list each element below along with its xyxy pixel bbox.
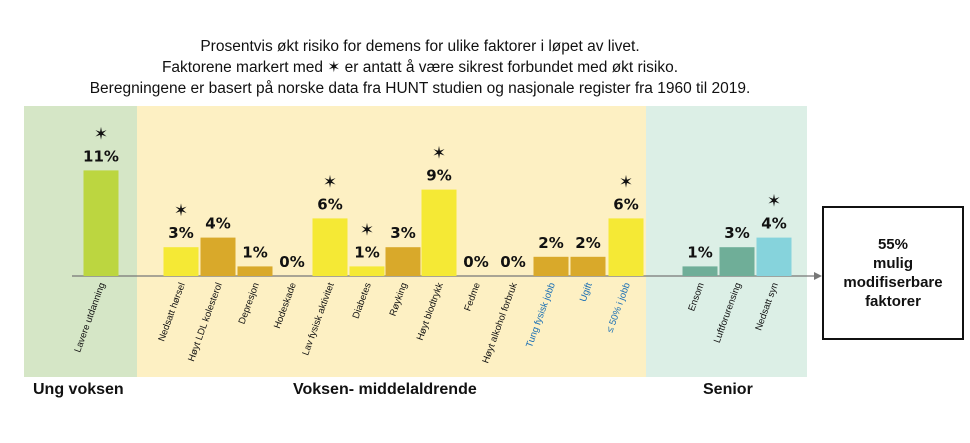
bar [200, 237, 236, 276]
bar [349, 266, 385, 276]
data-label: 4% [761, 215, 786, 233]
title-line: Faktorene markert med ✶ er antatt å være… [161, 59, 679, 76]
data-label: 3% [168, 224, 193, 242]
data-label: 1% [354, 243, 379, 261]
result-box: 55% mulig modifiserbare faktorer [822, 206, 964, 340]
data-label: 2% [538, 234, 563, 252]
bar [682, 266, 718, 276]
x-axis-arrow [814, 272, 822, 280]
group-label-voksen: Voksen- middelaldrende [293, 381, 477, 398]
bar [163, 247, 199, 276]
bar [83, 170, 119, 276]
data-label: 0% [463, 253, 488, 271]
chart-title: Prosentvis økt risiko for demens for uli… [0, 36, 840, 99]
data-label: 9% [426, 167, 451, 185]
star-icon: ✶ [94, 124, 108, 144]
data-label: 3% [390, 224, 415, 242]
data-label: 0% [279, 253, 304, 271]
bar [719, 247, 755, 276]
bar [312, 218, 348, 276]
data-label: 2% [575, 234, 600, 252]
star-icon: ✶ [360, 220, 374, 240]
group-label-senior: Senior [703, 381, 753, 398]
data-label: 11% [83, 147, 119, 165]
data-label: 1% [242, 243, 267, 261]
title-line: Beregningene er basert på norske data fr… [89, 80, 751, 97]
star-icon: ✶ [619, 172, 633, 192]
bar [756, 237, 792, 276]
bar [570, 256, 606, 276]
result-text: 55% mulig modifiserbare faktorer [843, 236, 943, 310]
bar [421, 189, 457, 276]
bar [533, 256, 569, 276]
star-icon: ✶ [174, 201, 188, 221]
star-icon: ✶ [432, 144, 446, 164]
group-label-ung-voksen: Ung voksen [33, 381, 124, 398]
data-label: 3% [724, 224, 749, 242]
bar [608, 218, 644, 276]
star-icon: ✶ [767, 192, 781, 212]
bar [385, 247, 421, 276]
data-label: 6% [317, 195, 342, 213]
star-icon: ✶ [323, 172, 337, 192]
data-label: 4% [205, 215, 230, 233]
title-line: Prosentvis økt risiko for demens for uli… [200, 38, 640, 55]
data-label: 6% [613, 195, 638, 213]
data-label: 1% [687, 243, 712, 261]
data-label: 0% [500, 253, 525, 271]
bar [237, 266, 273, 276]
